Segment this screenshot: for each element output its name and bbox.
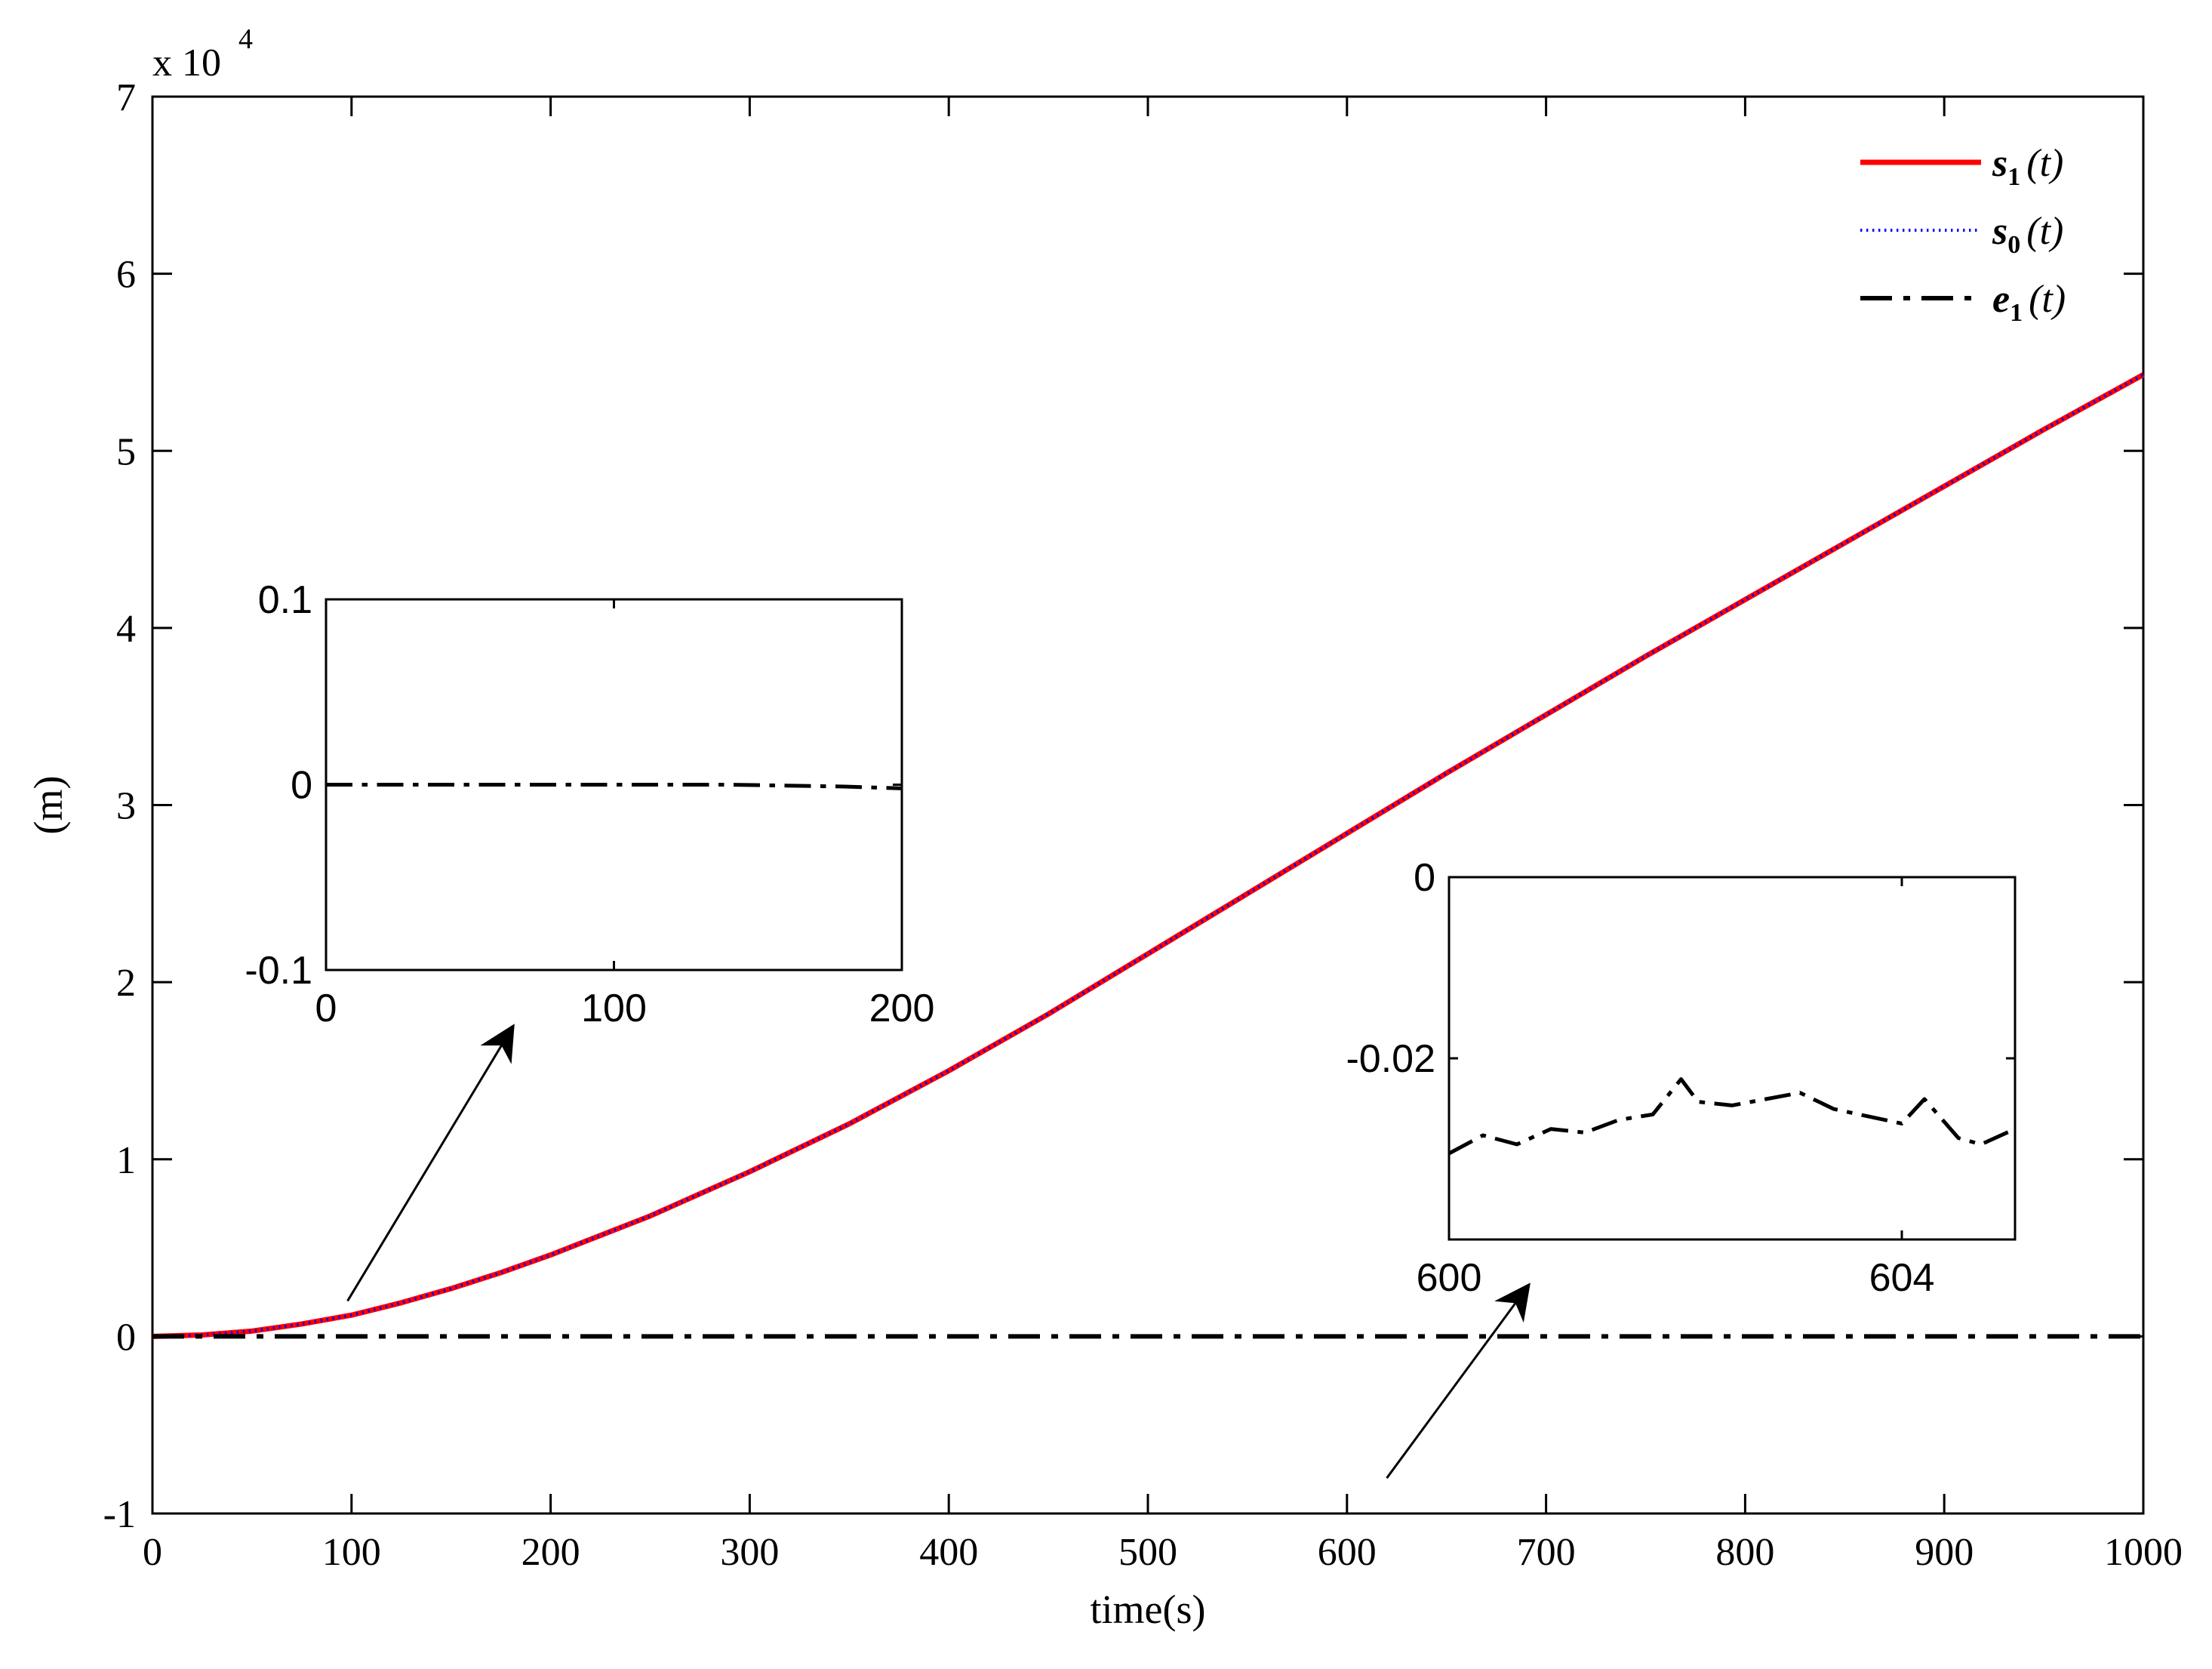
legend-sub: 1: [2010, 299, 2023, 327]
y-tick-label: 5: [116, 430, 136, 473]
x-tick-label: 0: [143, 1531, 162, 1574]
legend-label-2: e1 (t): [1992, 278, 2066, 327]
y-tick-label: 6: [116, 254, 136, 297]
x-tick-label: 400: [919, 1531, 978, 1574]
x-tick-label: 900: [1915, 1531, 1974, 1574]
legend-var: s: [1992, 210, 2007, 253]
inset-series-line-0: [1447, 1077, 2017, 1156]
x-tick-label: 500: [1118, 1531, 1177, 1574]
y-scale-base: x 10: [152, 42, 221, 85]
x-tick-label: 800: [1715, 1531, 1774, 1574]
inset-frame: [1447, 876, 2017, 1241]
y-tick-label: 3: [116, 785, 136, 828]
inset-y-tick-label: 0: [1414, 856, 1435, 900]
x-tick-label: 700: [1517, 1531, 1576, 1574]
inset-x-tick-label: 600: [1417, 1256, 1482, 1300]
legend-var: e: [1992, 278, 2010, 321]
legend-sub: 1: [2007, 163, 2020, 191]
inset-y-tick-label: -0.1: [245, 949, 312, 993]
inset-x-tick-label: 200: [869, 987, 935, 1030]
y-scale-exponent: 4: [238, 23, 253, 55]
inset-right-plot: 600 604 -0.02 0: [1346, 856, 2017, 1300]
legend-var: s: [1992, 142, 2007, 185]
inset-y-tick-label: -0.02: [1346, 1037, 1435, 1081]
annotation-arrow-1: [1386, 1283, 1531, 1479]
inset-y-tick-label: 0.1: [258, 578, 312, 622]
y-tick-label: 1: [116, 1139, 136, 1182]
y-tick-label: 4: [116, 608, 136, 651]
y-tick-label: -1: [103, 1493, 136, 1536]
x-tick-label: 600: [1318, 1531, 1377, 1574]
y-tick-label: 7: [116, 76, 136, 119]
y-tick-label: 0: [116, 1316, 136, 1359]
x-tick-label: 300: [720, 1531, 779, 1574]
inset-x-tick-label: 100: [581, 987, 647, 1030]
inset-frame: [325, 598, 903, 972]
main-plot: 0 100 200 300 400 500 600 700 800 900 1000-1012345…: [26, 23, 2183, 1632]
x-tick-label: 100: [322, 1531, 381, 1574]
y-axis-label: (m): [26, 776, 71, 835]
legend-label-1: s0 (t): [1992, 210, 2063, 259]
legend-sub: 0: [2007, 231, 2020, 259]
inset-x-tick-label: 0: [315, 987, 337, 1030]
inset-y-tick-label: 0: [291, 764, 312, 808]
legend: s1 (t)s0 (t)e1 (t): [1860, 142, 2066, 327]
legend-arg: (t): [2029, 278, 2066, 321]
annotation-arrow-0: [346, 1024, 515, 1302]
x-axis-label: time(s): [1091, 1587, 1206, 1632]
legend-label-0: s1 (t): [1992, 142, 2063, 191]
x-tick-label: 1000: [2104, 1531, 2183, 1574]
x-tick-label: 200: [521, 1531, 580, 1574]
y-tick-label: 2: [116, 962, 136, 1005]
legend-arg: (t): [2026, 210, 2063, 253]
inset-x-tick-label: 604: [1869, 1256, 1935, 1300]
inset-left-plot: 0 100 200-0.100.1: [245, 578, 934, 1030]
series-line-1: [152, 373, 2144, 1338]
legend-arg: (t): [2026, 142, 2063, 185]
inset-series-line-0: [326, 783, 903, 790]
